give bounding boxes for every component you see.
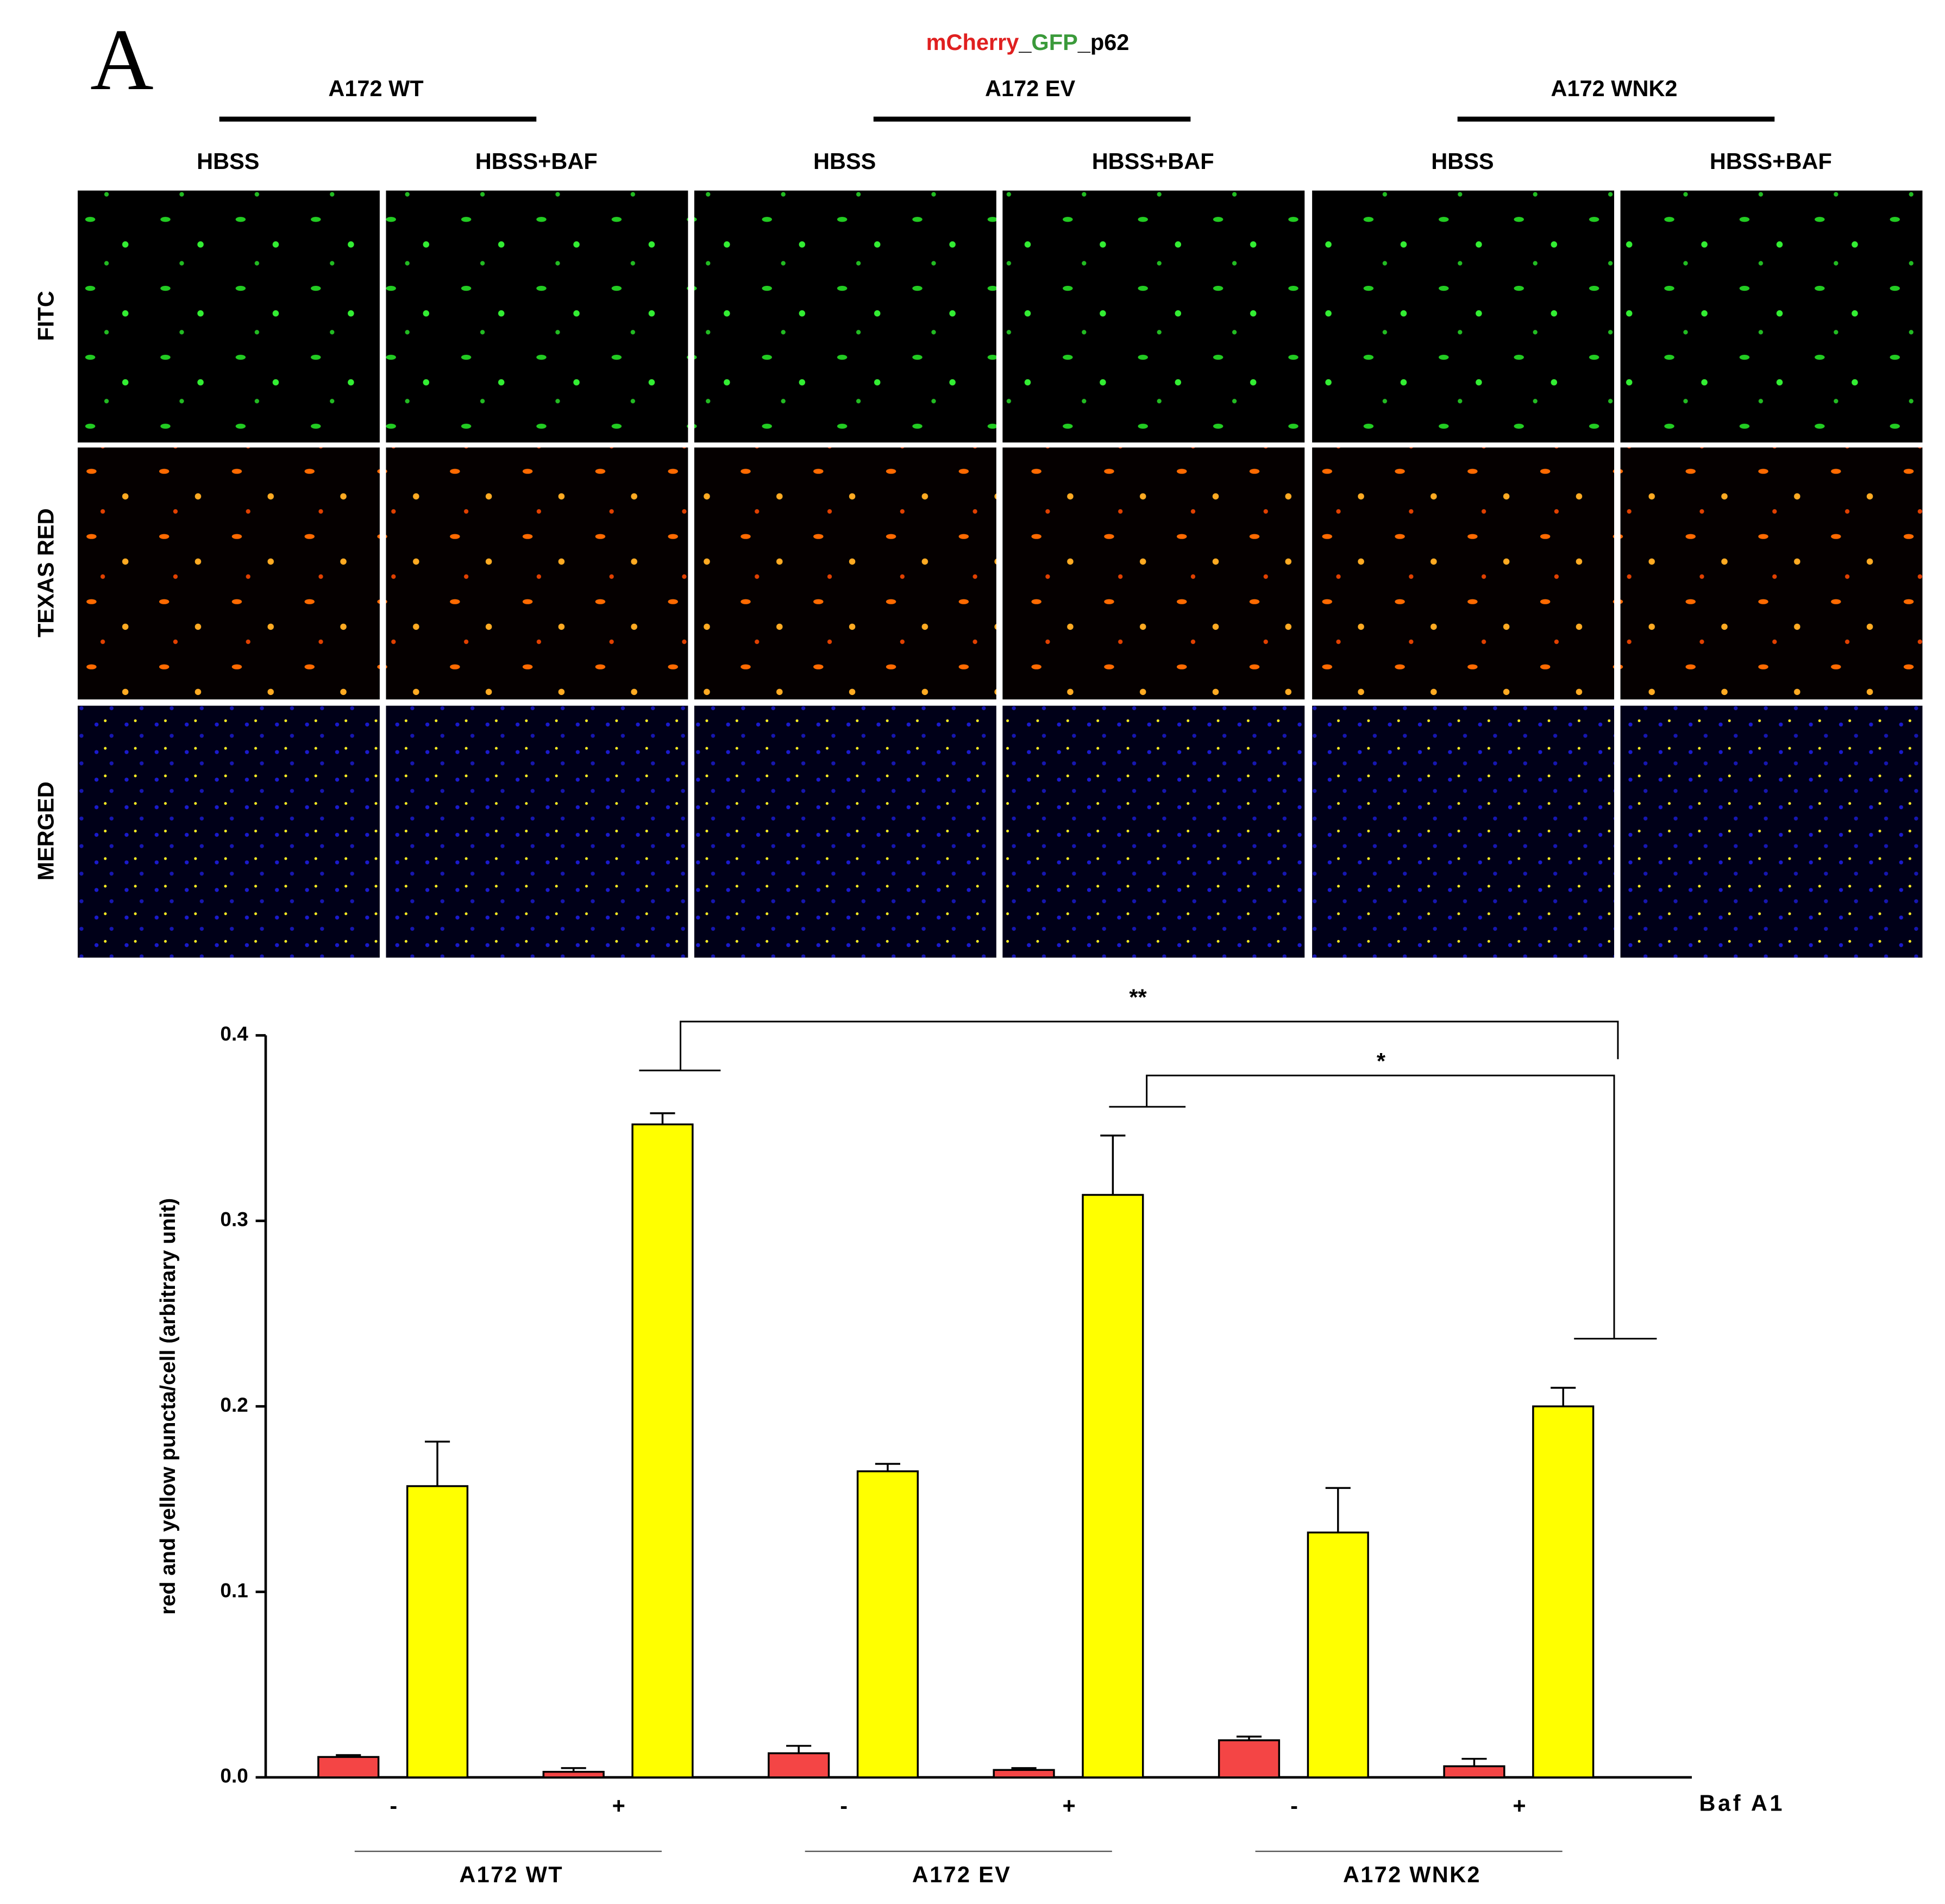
condition-label: HBSS+BAF (475, 148, 598, 174)
figure-title: mCherry_GFP_p62 (926, 29, 1130, 55)
x-tick-label: - (390, 1793, 397, 1818)
y-axis-label: red and yellow puncta/cell (arbitrary un… (156, 1198, 180, 1615)
x-tick-label: + (1513, 1793, 1526, 1818)
significance-label: * (1377, 1048, 1386, 1074)
micrograph (386, 190, 688, 443)
micrograph (1002, 447, 1305, 700)
micrograph (1620, 447, 1923, 700)
micrograph (1312, 705, 1615, 958)
bar (631, 1123, 694, 1778)
micrograph (78, 447, 380, 700)
bar (1532, 1405, 1595, 1778)
bar (542, 1770, 605, 1778)
condition-label: HBSS+BAF (1092, 148, 1214, 174)
micrograph (694, 190, 996, 443)
micrograph (694, 705, 996, 958)
cell-line-label: A172 EV (985, 76, 1075, 101)
condition-label: HBSS (197, 148, 259, 174)
condition-label: HBSS+BAF (1710, 148, 1832, 174)
bar (317, 1756, 380, 1778)
bar (1443, 1765, 1505, 1778)
bar (856, 1470, 919, 1778)
micrograph (1002, 705, 1305, 958)
condition-label: HBSS (813, 148, 876, 174)
micrograph (78, 190, 380, 443)
channel-label: TEXAS RED (33, 508, 59, 637)
y-tick-label: 0.4 (220, 1023, 248, 1045)
bar (1082, 1194, 1144, 1778)
significance-brackets (639, 1020, 1657, 1340)
y-tick-label: 0.0 (220, 1765, 248, 1787)
significance-label: ** (1129, 984, 1147, 1010)
bar (1218, 1739, 1281, 1778)
x-tick-label: - (1290, 1793, 1298, 1818)
micrograph (386, 705, 688, 958)
condition-label: HBSS (1431, 148, 1494, 174)
cell-line-label: A172 WT (328, 76, 423, 101)
channel-label: FITC (33, 291, 59, 341)
title-part: mCherry (926, 29, 1019, 55)
micrograph (1620, 705, 1923, 958)
x-tick-label: - (840, 1793, 848, 1818)
title-part: _p62 (1077, 29, 1130, 55)
y-tick-label: 0.2 (220, 1394, 248, 1416)
cell-line-label: A172 WNK2 (1551, 76, 1678, 101)
micrograph (1312, 190, 1615, 443)
bar (993, 1769, 1055, 1778)
micrograph (1620, 190, 1923, 443)
x-tick-label: + (612, 1793, 625, 1818)
micrograph (1312, 447, 1615, 700)
x-axis-label: Baf A1 (1699, 1790, 1785, 1816)
channel-label: MERGED (33, 781, 59, 880)
micrograph (1002, 190, 1305, 443)
bar (1307, 1531, 1369, 1778)
micrograph (78, 705, 380, 958)
group-label: A172 EV (912, 1862, 1011, 1887)
group-label: A172 WNK2 (1343, 1862, 1481, 1887)
group-label: A172 WT (459, 1862, 563, 1887)
title-part: GFP (1031, 29, 1077, 55)
title-part: _ (1018, 29, 1032, 55)
bar (768, 1752, 830, 1778)
y-tick-label: 0.1 (220, 1579, 248, 1601)
panel-label: A (90, 11, 154, 108)
micrograph (386, 447, 688, 700)
x-tick-label: + (1062, 1793, 1075, 1818)
micrograph (694, 447, 996, 700)
bar (406, 1485, 469, 1778)
y-tick-label: 0.3 (220, 1208, 248, 1231)
